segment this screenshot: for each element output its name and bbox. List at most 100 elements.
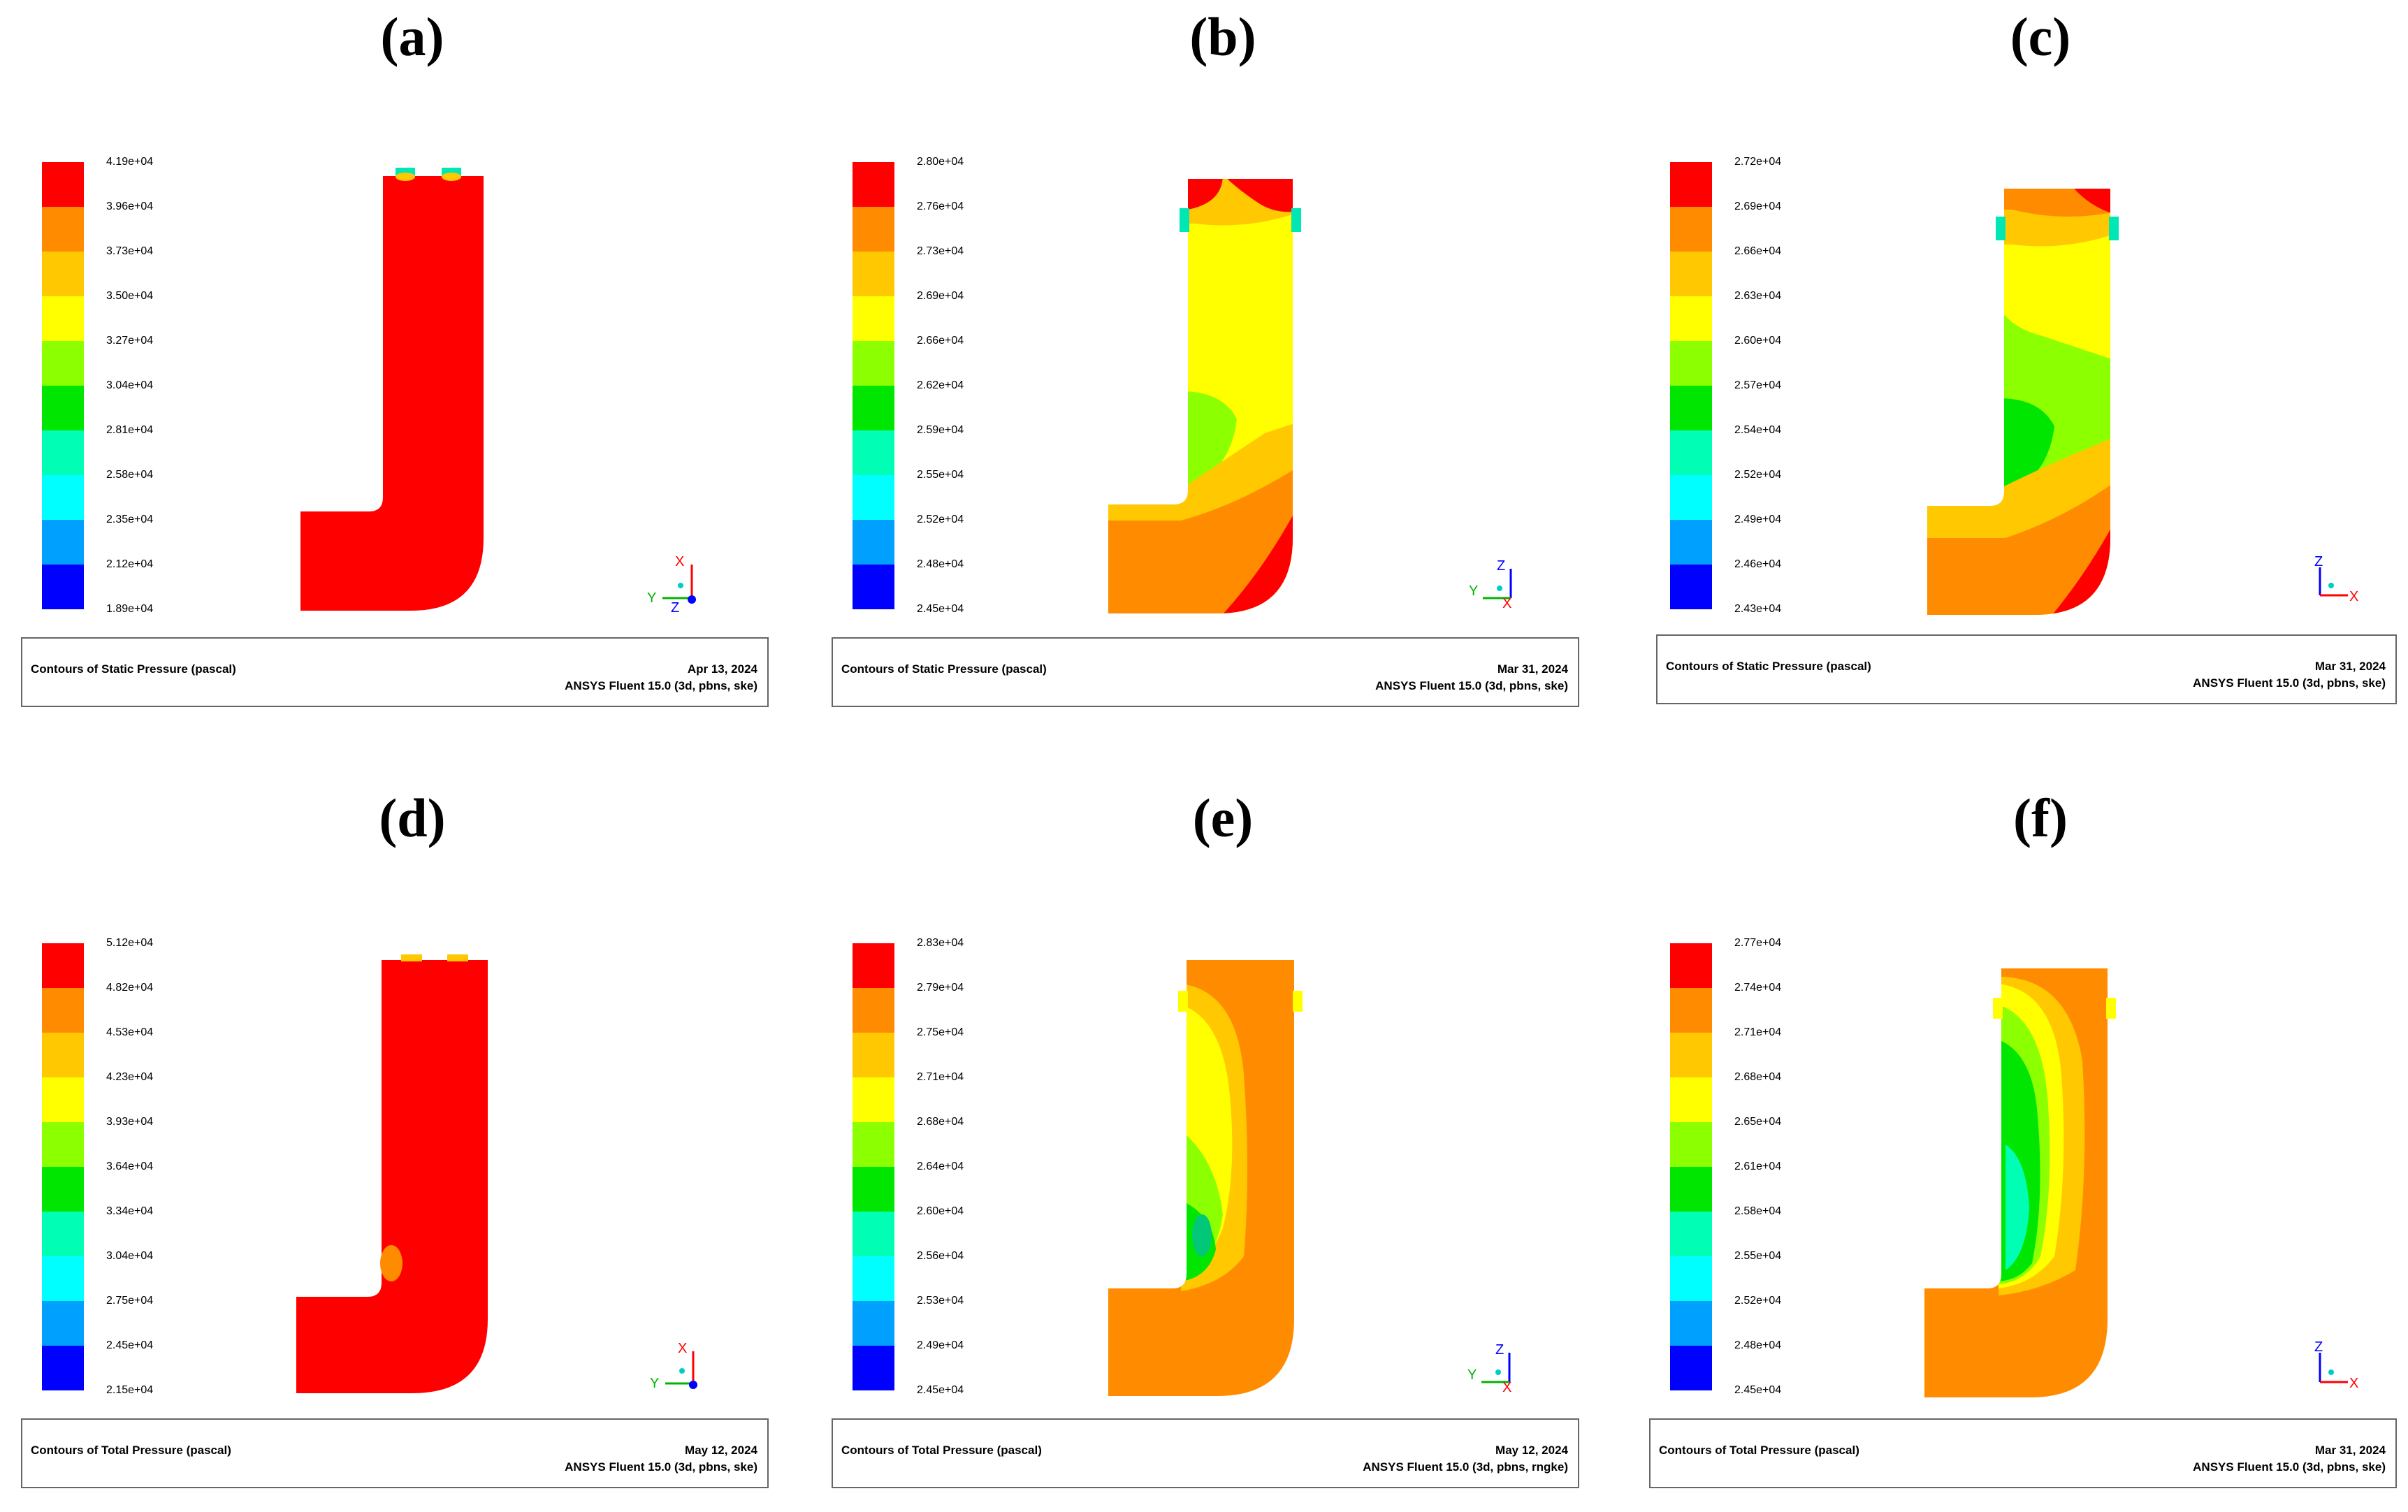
legend-swatch	[1670, 341, 1712, 386]
legend-swatch	[42, 207, 84, 252]
color-legend: 2.72e+04 2.69e+04 2.66e+04 2.63e+04 2.60…	[1670, 156, 1817, 615]
legend-swatch	[1670, 1301, 1712, 1346]
legend-tick: 3.27e+04	[106, 335, 154, 347]
contour-band	[1223, 179, 1293, 212]
axis-label-3: X	[2349, 1376, 2358, 1391]
legend-tick: 4.23e+04	[106, 1071, 154, 1083]
legend-swatch	[1670, 252, 1712, 296]
legend-swatch	[1670, 475, 1712, 520]
contour-band	[380, 1245, 402, 1281]
panel-c: (c) 2.72e+04 2.69e+04 2.66e+04 2.63e+04 …	[1649, 0, 2408, 727]
inlet-stub	[1996, 217, 2006, 240]
legend-swatch	[42, 1167, 84, 1212]
caption-title: Contours of Static Pressure (pascal)	[1666, 660, 1871, 673]
legend-swatch	[853, 1256, 894, 1301]
legend-swatch	[1670, 1256, 1712, 1301]
legend-swatch	[1670, 1346, 1712, 1390]
legend-tick: 2.60e+04	[1734, 335, 1782, 347]
legend-tick: 2.68e+04	[1734, 1071, 1782, 1083]
axis-label-1: Z	[2314, 1339, 2323, 1355]
caption-solver: ANSYS Fluent 15.0 (3d, pbns, ske)	[1375, 679, 1568, 692]
legend-tick: 2.15e+04	[106, 1384, 154, 1396]
legend-swatch	[1670, 565, 1712, 609]
legend-tick: 2.62e+04	[917, 379, 964, 391]
legend-swatch	[42, 296, 84, 341]
contour-band	[1999, 398, 2054, 496]
caption-solver: ANSYS Fluent 15.0 (3d, pbns, ske)	[2193, 1460, 2386, 1474]
legend-swatch	[853, 296, 894, 341]
legend-tick: 5.12e+04	[106, 937, 154, 949]
legend-swatch	[42, 252, 84, 296]
inlet-stub	[2106, 998, 2116, 1019]
axis-label-2: Y	[1469, 583, 1478, 599]
caption-box: Contours of Static Pressure (pascal) Mar…	[832, 637, 1579, 707]
panel-f: (f) 2.77e+04 2.74e+04 2.71e+04 2.68e+04 …	[1649, 781, 2408, 1508]
color-legend: 2.80e+04 2.76e+04 2.73e+04 2.69e+04 2.66…	[853, 156, 999, 615]
legend-tick: 2.45e+04	[917, 603, 964, 615]
inlet-stub	[1993, 998, 2003, 1019]
legend-tick: 2.75e+04	[106, 1295, 154, 1307]
legend-tick: 2.61e+04	[1734, 1161, 1782, 1172]
caption-date: May 12, 2024	[1495, 1444, 1568, 1457]
panel-d: (d) 5.12e+04 4.82e+04 4.53e+04 4.23e+04 …	[21, 781, 804, 1508]
color-legend: 4.19e+04 3.96e+04 3.73e+04 3.50e+04 3.27…	[42, 156, 189, 615]
legend-tick: 2.46e+04	[1734, 558, 1782, 570]
axis-label-3: Z	[671, 600, 679, 616]
legend-swatch	[853, 1346, 894, 1390]
legend-tick: 2.45e+04	[1734, 1384, 1782, 1396]
legend-tick: 2.80e+04	[917, 156, 964, 168]
legend-swatch	[1670, 1077, 1712, 1122]
legend-swatch	[1670, 207, 1712, 252]
legend-tick: 2.68e+04	[917, 1116, 964, 1128]
legend-swatch	[1670, 296, 1712, 341]
panel-label: (b)	[1189, 6, 1256, 67]
inlet-stub	[401, 954, 422, 961]
legend-swatch	[853, 1122, 894, 1167]
legend-tick: 2.76e+04	[917, 201, 964, 212]
legend-swatch	[853, 1301, 894, 1346]
axis-label-1: Z	[1495, 1342, 1504, 1358]
legend-tick: 2.58e+04	[106, 469, 154, 481]
legend-tick: 4.19e+04	[106, 156, 154, 168]
legend-tick: 2.59e+04	[917, 424, 964, 436]
legend-tick: 2.83e+04	[917, 937, 964, 949]
legend-tick: 1.89e+04	[106, 603, 154, 615]
caption-date: Apr 13, 2024	[687, 662, 757, 676]
legend-tick: 2.56e+04	[917, 1250, 964, 1262]
legend-tick: 2.74e+04	[1734, 982, 1782, 994]
legend-tick: 2.60e+04	[917, 1205, 964, 1217]
contour-plot: X Y Z	[300, 168, 696, 616]
legend-swatch	[42, 943, 84, 988]
legend-tick: 2.49e+04	[917, 1339, 964, 1351]
legend-tick: 2.64e+04	[917, 1161, 964, 1172]
legend-tick: 3.04e+04	[106, 1250, 154, 1262]
legend-swatch	[42, 520, 84, 565]
legend-tick: 3.93e+04	[106, 1116, 154, 1128]
j-duct-shape	[296, 960, 488, 1393]
legend-tick: 2.71e+04	[917, 1071, 964, 1083]
axis-triad: Z Y X	[1469, 558, 1512, 611]
panel-b: (b) 2.80e+04 2.76e+04 2.73e+04 2.69e+04 …	[832, 0, 1614, 727]
axis-label-1: X	[675, 554, 684, 569]
legend-tick: 2.48e+04	[1734, 1339, 1782, 1351]
legend-tick: 2.45e+04	[917, 1384, 964, 1396]
legend-tick: 2.52e+04	[917, 514, 964, 525]
legend-tick: 2.69e+04	[917, 290, 964, 302]
caption-solver: ANSYS Fluent 15.0 (3d, pbns, ske)	[565, 679, 757, 692]
inlet-contour	[396, 173, 415, 181]
axis-triad: Z Y X	[1467, 1342, 1511, 1395]
axis-label-2: Y	[1467, 1367, 1477, 1383]
ansys-watermark	[664, 166, 668, 182]
caption-title: Contours of Total Pressure (pascal)	[841, 1444, 1042, 1457]
legend-swatch	[42, 1301, 84, 1346]
legend-swatch	[853, 1212, 894, 1256]
contour-plot: Z X	[1927, 189, 2358, 615]
legend-swatch	[1670, 1122, 1712, 1167]
legend-swatch	[853, 341, 894, 386]
legend-tick: 2.81e+04	[106, 424, 154, 436]
legend-swatch	[42, 341, 84, 386]
caption-box: Contours of Static Pressure (pascal) Apr…	[21, 637, 769, 707]
contour-band	[1181, 179, 1223, 210]
legend-swatch	[1670, 1033, 1712, 1077]
legend-swatch	[42, 988, 84, 1033]
